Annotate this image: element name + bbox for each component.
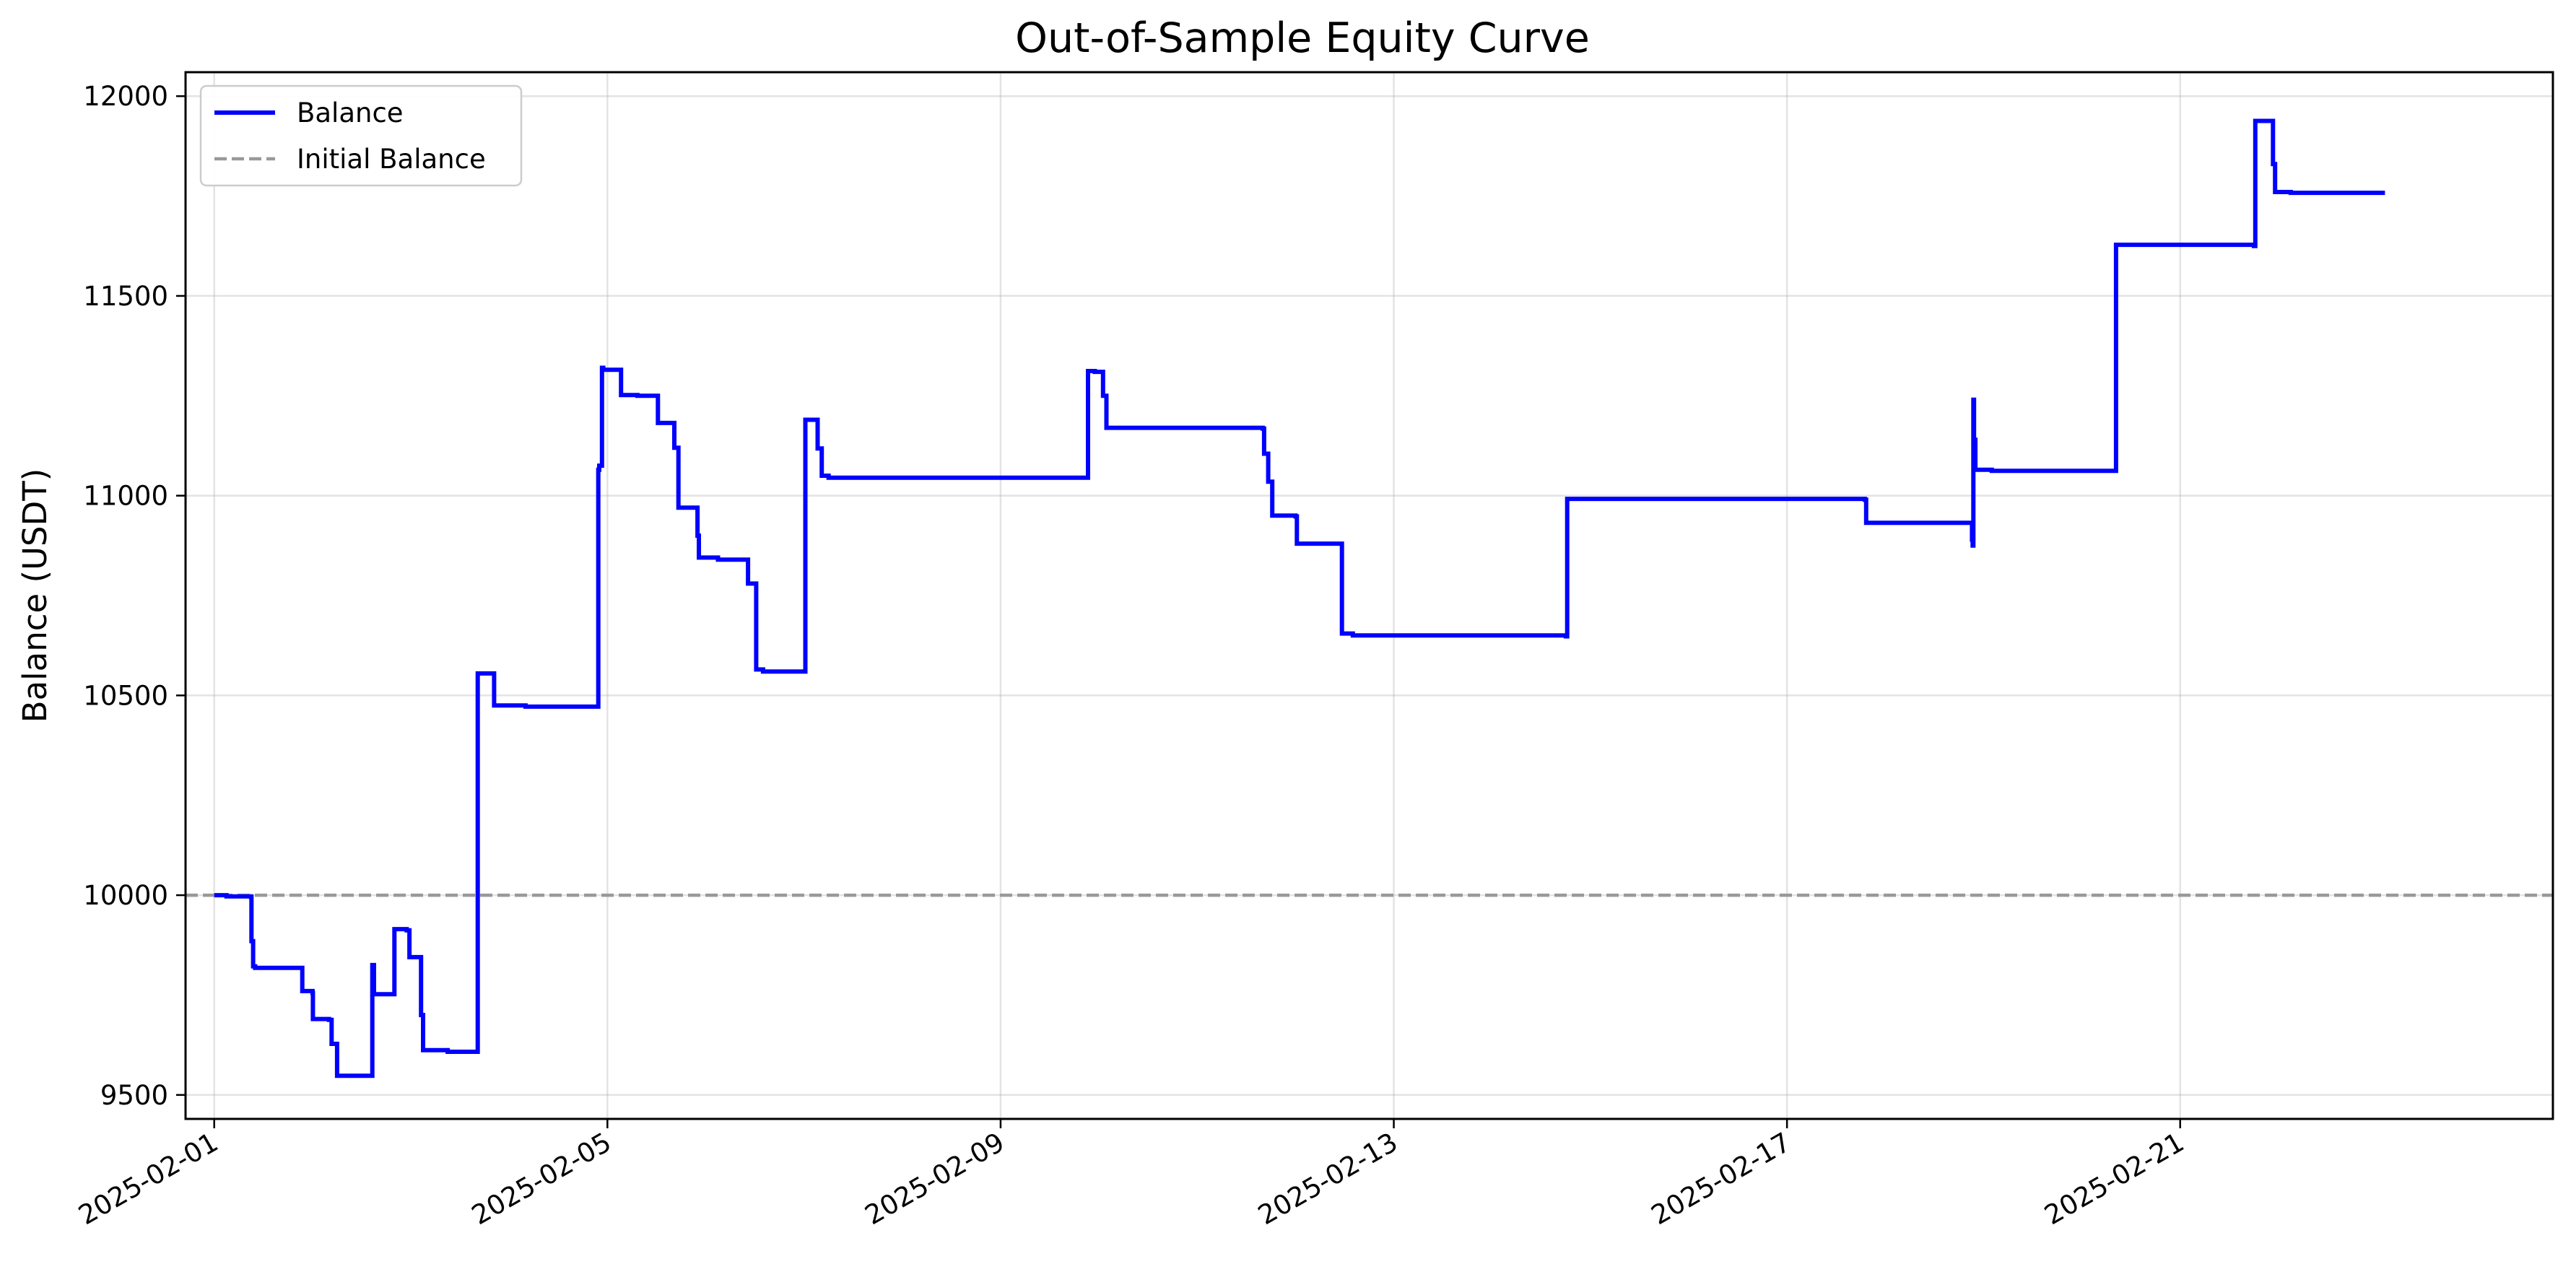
y-tick-label: 11500 [83, 281, 168, 312]
legend: Balance Initial Balance [199, 84, 523, 187]
y-tick-label: 9500 [100, 1080, 168, 1111]
series-lines [214, 118, 2385, 1078]
series-line-balance [214, 118, 2385, 1078]
y-axis-ticks: 9500 10000 10500 11000 11500 12000 [83, 81, 186, 1111]
y-axis-label: Balance (USDT) [16, 468, 54, 723]
legend-box [199, 84, 523, 187]
y-tick-label: 10500 [83, 680, 168, 711]
chart-title: Out-of-Sample Equity Curve [1015, 14, 1590, 62]
y-tick-label: 12000 [83, 81, 168, 112]
legend-label-initial-balance: Initial Balance [297, 144, 486, 175]
y-tick-label: 10000 [83, 880, 168, 911]
plot-frame [184, 71, 2554, 1120]
y-tick-label: 11000 [83, 481, 168, 512]
legend-label-balance: Balance [297, 97, 404, 128]
